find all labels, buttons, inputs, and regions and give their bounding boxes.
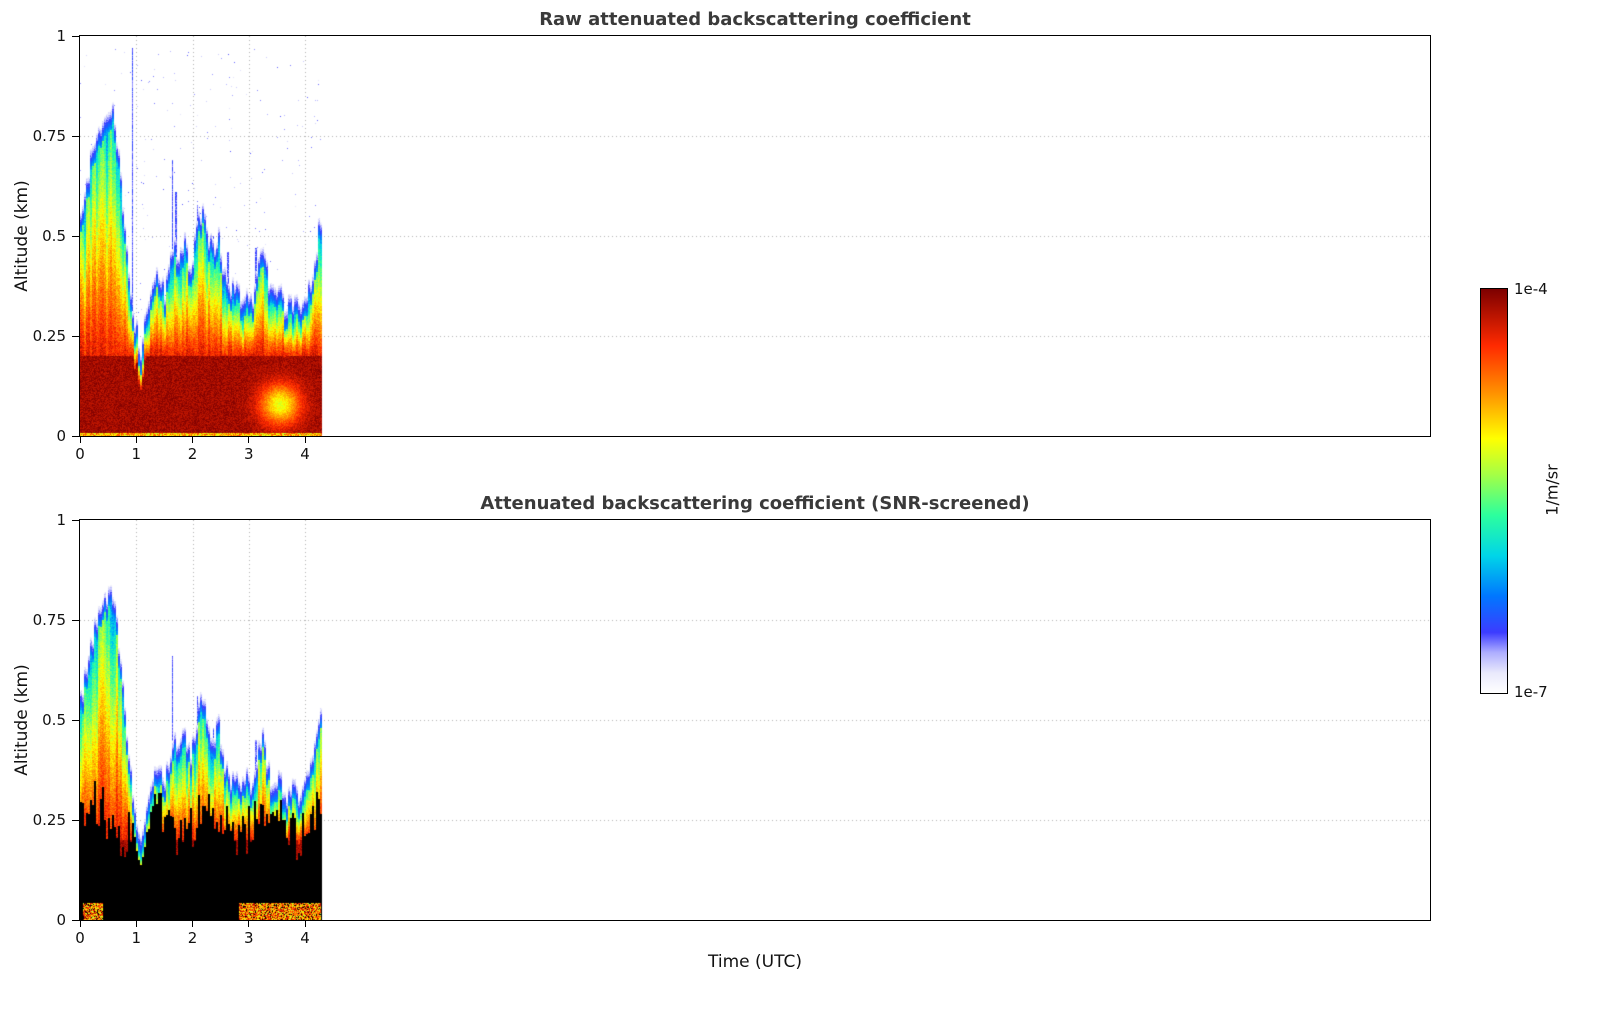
colorbar-unit-label: 1/m/sr: [1542, 464, 1562, 516]
y-tick-label: 0: [56, 427, 66, 445]
x-tick-label: 0: [75, 445, 85, 463]
y-tick-mark: [72, 519, 79, 521]
plot1-area: [79, 35, 1431, 437]
x-tick-mark: [304, 437, 306, 443]
y-tick-label: 0.75: [32, 127, 66, 145]
x-tick-label: 2: [187, 929, 198, 947]
y-tick-label: 0.5: [42, 227, 66, 245]
x-tick-label: 4: [300, 929, 310, 947]
x-axis-label: Time (UTC): [708, 952, 802, 972]
y-tick-mark: [72, 135, 79, 137]
y-tick-mark: [72, 819, 79, 821]
x-tick-label: 3: [243, 929, 254, 947]
colorbar-min-label: 1e-7: [1514, 683, 1548, 701]
plot2-heatmap-canvas: [80, 520, 1430, 920]
y-tick-mark: [72, 335, 79, 337]
x-tick-label: 2: [187, 445, 198, 463]
x-tick-mark: [79, 921, 81, 927]
plot1-heatmap-canvas: [80, 36, 1430, 436]
x-tick-mark: [192, 921, 193, 927]
y-tick-label: 0.75: [32, 611, 66, 629]
y-tick-label: 1: [56, 27, 66, 45]
x-tick-mark: [79, 437, 81, 443]
x-tick-label: 0: [75, 929, 85, 947]
y-tick-label: 1: [56, 511, 66, 529]
x-tick-label: 1: [131, 445, 142, 463]
y-tick-label: 0.25: [32, 327, 66, 345]
y-tick-label: 0: [56, 911, 66, 929]
y-tick-mark: [72, 35, 79, 37]
x-tick-label: 4: [300, 445, 310, 463]
x-tick-mark: [248, 437, 250, 443]
colorbar: [1480, 288, 1508, 694]
y-tick-mark: [72, 235, 79, 237]
y-tick-label: 0.25: [32, 811, 66, 829]
y-tick-label: 0.5: [42, 711, 66, 729]
x-tick-mark: [135, 921, 137, 927]
x-tick-mark: [248, 921, 250, 927]
colorbar-max-label: 1e-4: [1514, 280, 1548, 298]
plot2-area: [79, 519, 1431, 921]
x-tick-label: 1: [131, 929, 142, 947]
y-tick-mark: [72, 435, 79, 437]
y-tick-mark: [72, 619, 79, 621]
x-tick-mark: [304, 921, 306, 927]
x-tick-mark: [192, 437, 193, 443]
plot1-title: Raw attenuated backscattering coefficien…: [539, 9, 971, 30]
x-tick-label: 3: [243, 445, 254, 463]
plot2-title: Attenuated backscattering coefficient (S…: [480, 493, 1030, 514]
y-tick-mark: [72, 719, 79, 721]
y-tick-mark: [72, 919, 79, 921]
x-tick-mark: [135, 437, 137, 443]
